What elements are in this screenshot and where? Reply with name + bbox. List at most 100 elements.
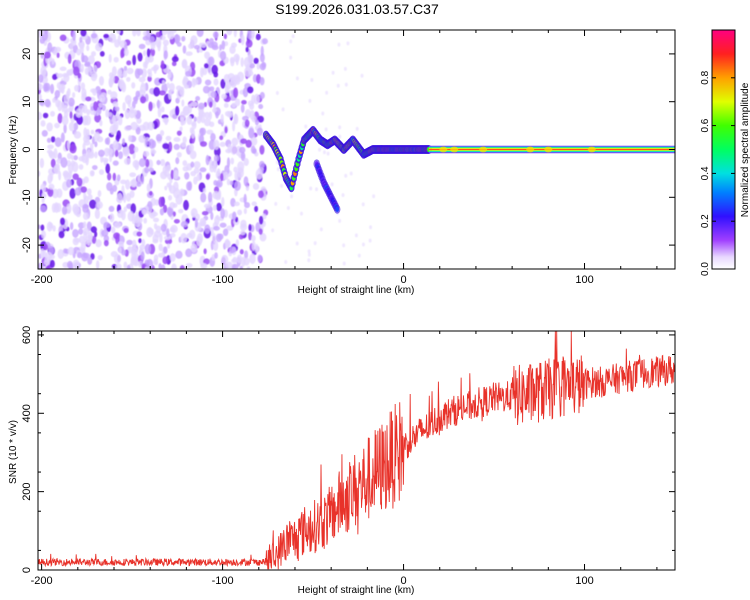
- noise-mark: [95, 239, 102, 248]
- noise-mark: [330, 182, 334, 187]
- noise-mark: [231, 258, 238, 264]
- noise-mark: [199, 141, 207, 147]
- noise-mark: [191, 128, 195, 139]
- noise-mark: [143, 150, 150, 157]
- noise-mark: [123, 192, 127, 204]
- noise-mark: [162, 117, 169, 124]
- noise-mark: [331, 70, 335, 75]
- noise-mark: [82, 212, 89, 221]
- noise-mark: [232, 211, 237, 220]
- noise-mark: [111, 226, 116, 234]
- noise-mark: [229, 180, 234, 186]
- noise-mark: [239, 265, 244, 269]
- noise-mark: [83, 135, 90, 143]
- noise-mark: [200, 42, 207, 48]
- noise-mark: [173, 143, 180, 151]
- noise-mark: [235, 239, 240, 247]
- noise-mark: [252, 148, 257, 154]
- spectrogram-y-tick-label: 10: [21, 96, 33, 108]
- noise-mark: [87, 194, 93, 201]
- noise-mark: [248, 127, 255, 139]
- carrier-bulge: [544, 146, 553, 153]
- noise-mark: [295, 241, 299, 246]
- noise-mark: [158, 243, 163, 252]
- noise-mark: [204, 63, 209, 69]
- noise-mark: [59, 66, 67, 72]
- noise-mark: [167, 71, 172, 79]
- noise-mark: [208, 56, 215, 67]
- snr-x-tick-label: -200: [31, 575, 53, 587]
- noise-mark: [141, 238, 146, 247]
- spectrogram-plot-area: [38, 30, 675, 269]
- noise-mark: [81, 88, 87, 98]
- noise-mark: [167, 207, 173, 218]
- noise-mark: [78, 164, 84, 170]
- noise-mark: [108, 33, 117, 44]
- carrier-bulge: [479, 146, 488, 153]
- noise-mark: [86, 109, 91, 116]
- noise-mark: [133, 146, 139, 153]
- noise-mark: [210, 133, 216, 142]
- noise-mark: [48, 222, 54, 229]
- noise-mark: [76, 48, 82, 56]
- noise-mark: [187, 181, 193, 191]
- noise-mark: [215, 233, 223, 243]
- noise-mark: [234, 170, 239, 181]
- noise-mark: [360, 73, 364, 78]
- noise-mark: [188, 43, 194, 49]
- noise-mark: [123, 157, 131, 165]
- noise-mark: [219, 141, 226, 148]
- carrier-bulge: [587, 146, 596, 153]
- noise-mark: [212, 232, 216, 243]
- noise-mark: [200, 220, 204, 227]
- noise-mark: [70, 154, 75, 161]
- noise-mark: [142, 50, 147, 57]
- noise-mark: [72, 229, 79, 238]
- noise-mark: [44, 99, 51, 108]
- noise-mark: [80, 82, 86, 91]
- noise-mark: [324, 127, 328, 132]
- noise-mark: [202, 187, 207, 194]
- noise-mark: [144, 137, 149, 146]
- noise-mark: [209, 158, 213, 169]
- noise-mark: [117, 115, 123, 126]
- noise-mark: [224, 126, 228, 134]
- noise-mark: [134, 219, 141, 228]
- noise-mark: [216, 168, 221, 177]
- noise-mark: [123, 48, 129, 57]
- noise-mark: [80, 30, 87, 37]
- noise-mark: [138, 43, 146, 50]
- noise-mark: [240, 230, 246, 236]
- noise-mark: [103, 222, 111, 228]
- noise-mark: [40, 248, 45, 259]
- noise-mark: [159, 35, 166, 41]
- noise-mark: [172, 202, 178, 208]
- noise-mark: [144, 166, 150, 174]
- noise-mark: [218, 189, 222, 200]
- noise-mark: [130, 203, 137, 214]
- noise-mark: [187, 103, 193, 114]
- noise-mark: [321, 111, 325, 116]
- noise-mark: [245, 139, 252, 148]
- noise-mark: [256, 127, 264, 136]
- noise-mark: [76, 177, 83, 187]
- noise-mark: [42, 112, 49, 119]
- noise-mark: [46, 137, 52, 143]
- noise-mark: [94, 151, 98, 159]
- noise-mark: [249, 253, 256, 265]
- noise-mark: [78, 228, 84, 235]
- carrier-bulge: [450, 146, 459, 153]
- noise-mark: [180, 232, 188, 244]
- noise-mark: [181, 141, 187, 148]
- noise-mark: [212, 31, 219, 39]
- noise-mark: [244, 109, 252, 119]
- noise-mark: [220, 173, 224, 182]
- noise-mark: [82, 221, 87, 229]
- noise-mark: [251, 240, 256, 252]
- noise-mark: [368, 238, 372, 243]
- noise-mark: [179, 111, 186, 122]
- noise-mark: [38, 93, 42, 101]
- noise-mark: [99, 50, 105, 57]
- noise-mark: [158, 196, 165, 208]
- noise-mark: [258, 228, 263, 235]
